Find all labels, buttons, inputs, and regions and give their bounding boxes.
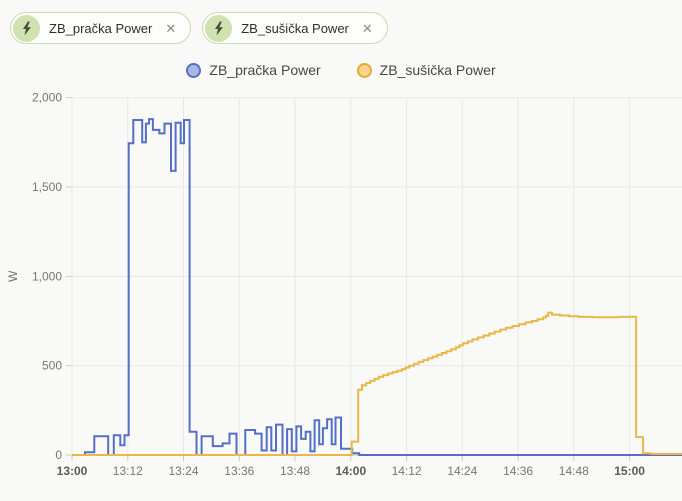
y-tick-label: 0 [55,448,62,462]
chart-legend: ZB_pračka Power ZB_sušička Power [0,62,682,78]
chip-label: ZB_pračka Power [49,20,153,36]
chip-zb-pracka-power[interactable]: ZB_pračka Power ✕ [10,12,192,44]
chip-zb-susicka-power[interactable]: ZB_sušička Power ✕ [202,12,388,44]
x-tick-label: 14:12 [392,464,422,478]
y-tick-label: 1,500 [32,180,62,194]
legend-item-zb-pracka-power[interactable]: ZB_pračka Power [186,62,321,78]
x-tick-label: 13:00 [57,464,88,478]
close-icon[interactable]: ✕ [165,20,177,36]
series-line-1 [72,311,682,456]
legend-item-zb-susicka-power[interactable]: ZB_sušička Power [356,62,496,78]
x-tick-label: 14:48 [559,464,589,478]
x-tick-label: 13:48 [280,464,310,478]
y-tick-label: 2,000 [32,91,62,105]
legend-marker-icon [186,62,202,78]
x-tick-label: 13:36 [224,464,254,478]
x-tick-label: 13:24 [168,464,198,478]
entity-chips: ZB_pračka Power ✕ ZB_sušička Power ✕ [10,12,388,44]
y-axis-name: W [6,270,20,282]
x-tick-label: 14:00 [335,464,366,478]
x-tick-label: 15:00 [614,464,645,478]
close-icon[interactable]: ✕ [361,20,373,36]
legend-label: ZB_pračka Power [209,62,321,78]
lightning-bolt-icon [13,14,40,42]
legend-label: ZB_sušička Power [379,62,496,78]
lightning-bolt-icon [205,14,233,42]
x-tick-label: 14:36 [503,464,533,478]
y-tick-label: 500 [42,359,62,373]
chip-label: ZB_sušička Power [241,20,349,36]
y-tick-label: 1,000 [32,269,62,283]
x-tick-label: 13:12 [113,464,143,478]
legend-marker-icon [356,62,372,78]
series-line-0 [72,118,682,456]
x-tick-label: 14:24 [447,464,477,478]
